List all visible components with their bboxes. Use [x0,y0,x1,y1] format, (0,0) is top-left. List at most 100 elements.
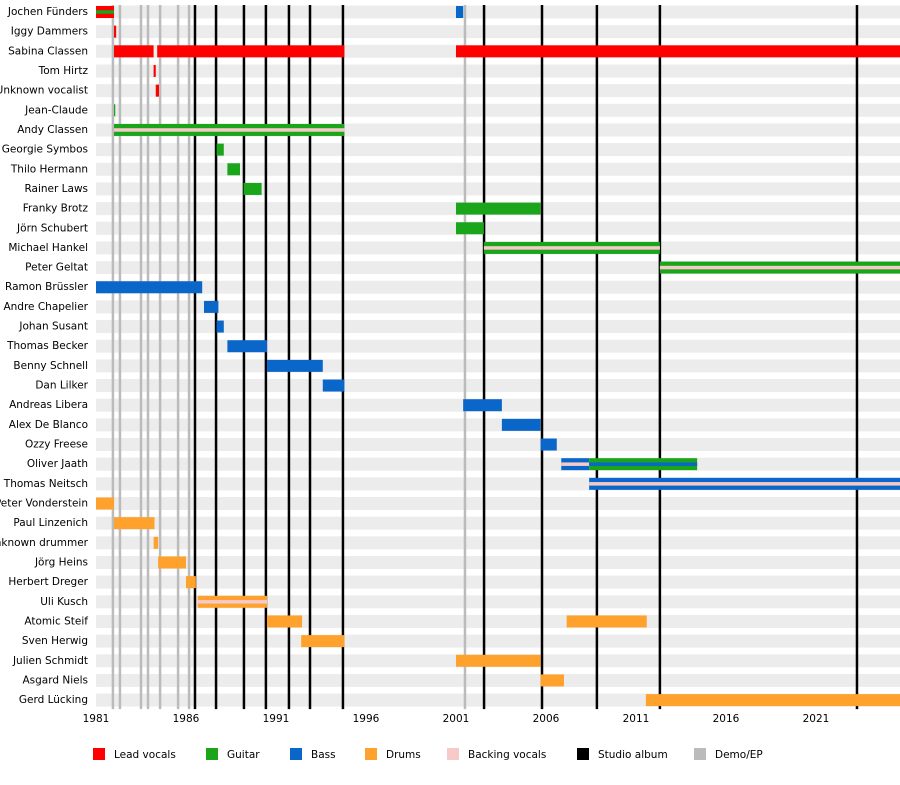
member-name: Jean-Claude [24,104,88,116]
x-tick-label: 2011 [623,713,650,725]
member-bar-stripe [589,462,698,466]
member-bar [540,438,557,451]
member-bar [96,497,114,510]
member-bar [153,536,159,549]
x-tick-label: 2006 [533,713,560,725]
member-name: Asgard Niels [22,674,88,686]
member-bar [501,418,541,431]
row-band [96,595,900,609]
x-tick-label: 2016 [713,713,740,725]
member-bar [301,635,345,648]
member-name: Ramon Brüssler [5,281,89,293]
member-name: Sabina Classen [8,45,88,57]
legend-label: Backing vocals [468,749,546,761]
member-bar [157,45,345,58]
member-name: Alex De Blanco [9,419,88,431]
legend-swatch [365,748,377,760]
row-band [96,418,900,432]
member-name: Franky Brotz [23,203,89,215]
member-name: Peter Geltat [25,262,88,274]
member-bar [645,694,900,707]
x-tick-label: 1996 [353,713,380,725]
member-name: Unknown drummer [0,537,89,549]
member-bar [203,300,219,313]
member-name: Rainer Laws [24,183,88,195]
member-name: Oliver Jaath [27,458,88,470]
member-bar-stripe [197,600,267,604]
member-name: Georgie Symbos [2,144,88,156]
row-band [96,182,900,196]
row-band [96,438,900,452]
member-bar [243,182,262,195]
legend-label: Guitar [227,749,260,761]
member-bar-stripe [561,462,590,466]
member-bar-stripe [113,128,345,132]
member-name: Uli Kusch [40,596,88,608]
row-band [96,379,900,393]
member-name: Thomas Neitsch [3,478,88,490]
row-band [96,64,900,78]
member-bar-stripe [589,482,900,486]
member-bar [455,6,464,18]
row-band [96,555,900,569]
member-bar [155,84,159,97]
member-name: Benny Schnell [13,360,88,372]
member-bar [153,64,156,77]
member-name: Atomic Steif [24,615,88,627]
member-name: Ozzy Freese [25,439,88,451]
x-tick-label: 2001 [443,713,470,725]
legend-label: Lead vocals [114,749,176,761]
member-name: Unknown vocalist [0,85,88,97]
member-name: Sven Herwig [22,635,88,647]
member-name: Thilo Hermann [10,163,88,175]
member-name: Iggy Dammers [11,26,88,38]
member-bar [227,340,267,353]
x-tick-label: 2021 [803,713,830,725]
member-bar [540,674,564,687]
row-band [96,575,900,589]
member-name: Herbert Dreger [8,576,88,588]
member-bar [113,45,154,58]
row-band [96,162,900,176]
member-bar [455,222,484,235]
legend-swatch [694,748,706,760]
member-name: Tom Hirtz [38,65,89,77]
member-bar-stripe [483,246,660,250]
row-band [96,25,900,39]
legend-label: Bass [311,749,336,761]
legend-swatch [577,748,589,760]
row-band [96,280,900,294]
member-bar [566,615,647,628]
row-band [96,673,900,687]
member-name: Jochen Fünders [7,6,88,18]
row-band [96,300,900,314]
legend-label: Drums [386,749,421,761]
x-tick-label: 1981 [83,713,110,725]
member-name: Johan Susant [18,321,88,333]
row-band [96,516,900,530]
row-band [96,221,900,235]
row-band [96,5,900,19]
member-bar [158,556,186,569]
row-band [96,84,900,98]
member-bar [216,143,224,156]
member-bar [96,281,203,294]
x-tick-label: 1991 [263,713,290,725]
member-name: Jörg Heins [34,556,88,568]
member-name: Gerd Lücking [19,694,88,706]
member-bar-stripe [96,10,114,14]
member-name: Andreas Libera [9,399,88,411]
legend-label: Studio album [598,749,668,761]
row-band [96,103,900,117]
x-tick-label: 1986 [173,713,200,725]
member-name: Thomas Becker [6,340,89,352]
member-name: Andre Chapelier [3,301,88,313]
member-name: Michael Hankel [8,242,88,254]
member-bar [216,320,224,333]
legend-label: Demo/EP [715,749,763,761]
row-band [96,143,900,157]
legend-swatch [93,748,105,760]
member-bar [113,517,155,530]
legend-swatch [290,748,302,760]
